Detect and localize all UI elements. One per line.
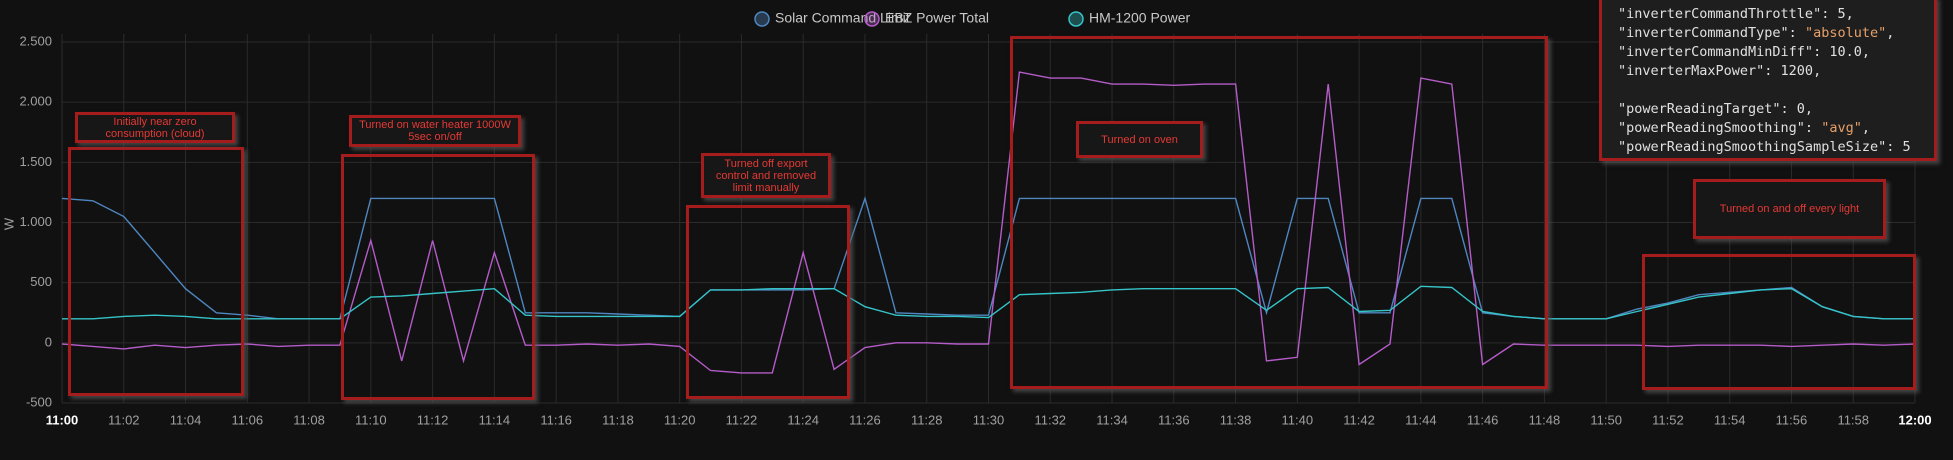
legend-label: EBZ Power Total	[885, 10, 989, 26]
x-tick-label: 11:16	[540, 412, 572, 427]
x-tick-label: 11:24	[787, 412, 819, 427]
config-line: "inverterMaxPower": 1200,	[1618, 63, 1822, 79]
config-group: "powerReadingTarget": 0, "powerReadingSmo…	[1618, 100, 1934, 157]
annotation-label: Turned on oven	[1076, 121, 1203, 158]
y-tick-label: 1.000	[19, 214, 52, 229]
x-tick-label: 11:28	[911, 412, 943, 427]
x-tick-label: 11:56	[1776, 412, 1808, 427]
series-line	[61, 71, 1916, 374]
x-tick-label: 11:04	[170, 412, 202, 427]
legend-swatch	[754, 11, 770, 27]
x-tick-label: 11:06	[232, 412, 264, 427]
x-tick-label: 11:50	[1590, 412, 1622, 427]
x-tick-label: 11:42	[1343, 412, 1375, 427]
x-tick-label: 11:20	[664, 412, 696, 427]
x-tick-label: 11:00	[46, 412, 79, 427]
legend-swatch	[1068, 11, 1084, 27]
y-tick-label: 500	[30, 274, 52, 289]
y-tick-label: 2.000	[19, 94, 52, 109]
x-tick-label: 11:44	[1405, 412, 1437, 427]
config-line: "inverterCommandMinDiff": 10.0,	[1618, 44, 1870, 60]
annotation-label: Turned on water heater 1000W 5sec on/off	[349, 115, 521, 147]
config-line: "inverterCommandThrottle": 5,	[1618, 6, 1854, 22]
annotation-box	[1010, 36, 1548, 389]
x-tick-label: 12:00	[1898, 412, 1931, 427]
config-panel: "inverterCommandThrottle": 5, "inverterCo…	[1599, 0, 1937, 161]
annotation-label: Turned on and off every light	[1693, 179, 1886, 239]
x-tick-label: 11:08	[293, 412, 325, 427]
x-tick-label: 11:12	[417, 412, 449, 427]
x-tick-label: 11:30	[973, 412, 1005, 427]
config-line: "powerReadingSmoothingSampleSize": 5	[1618, 139, 1911, 155]
x-tick-label: 11:54	[1714, 412, 1746, 427]
x-tick-label: 11:40	[1282, 412, 1314, 427]
y-tick-label: -500	[26, 394, 52, 409]
x-tick-label: 11:02	[108, 412, 140, 427]
annotation-label: Initially near zero consumption (cloud)	[75, 112, 235, 143]
legend-label: HM-1200 Power	[1089, 10, 1190, 26]
x-tick-label: 11:32	[1034, 412, 1066, 427]
annotation-label: Turned off export control and removed li…	[701, 153, 831, 198]
x-tick-label: 11:48	[1529, 412, 1561, 427]
x-tick-label: 11:22	[726, 412, 758, 427]
annotation-box	[686, 205, 850, 399]
annotation-box	[341, 154, 535, 400]
legend-swatch	[864, 11, 880, 27]
x-tick-label: 11:18	[602, 412, 634, 427]
y-axis-label: W	[1, 217, 16, 230]
x-tick-label: 11:26	[849, 412, 881, 427]
config-group: "inverterCommandThrottle": 5, "inverterCo…	[1618, 5, 1934, 81]
series-line	[62, 285, 1915, 320]
x-tick-label: 11:10	[355, 412, 387, 427]
config-line: "inverterCommandType": "absolute",	[1618, 25, 1895, 41]
config-line: "powerReadingTarget": 0,	[1618, 101, 1814, 117]
x-tick-label: 11:38	[1220, 412, 1252, 427]
annotation-box	[1642, 254, 1916, 390]
y-tick-label: 2.500	[19, 33, 52, 48]
x-tick-label: 11:52	[1652, 412, 1684, 427]
x-tick-label: 11:46	[1467, 412, 1499, 427]
config-line: "powerReadingSmoothing": "avg",	[1618, 120, 1870, 136]
x-tick-label: 11:14	[479, 412, 511, 427]
y-tick-label: 0	[45, 334, 52, 349]
x-tick-label: 11:36	[1158, 412, 1190, 427]
annotation-box	[68, 147, 244, 396]
x-tick-label: 11:34	[1096, 412, 1128, 427]
y-tick-label: 1.500	[19, 154, 52, 169]
x-tick-label: 11:58	[1837, 412, 1869, 427]
